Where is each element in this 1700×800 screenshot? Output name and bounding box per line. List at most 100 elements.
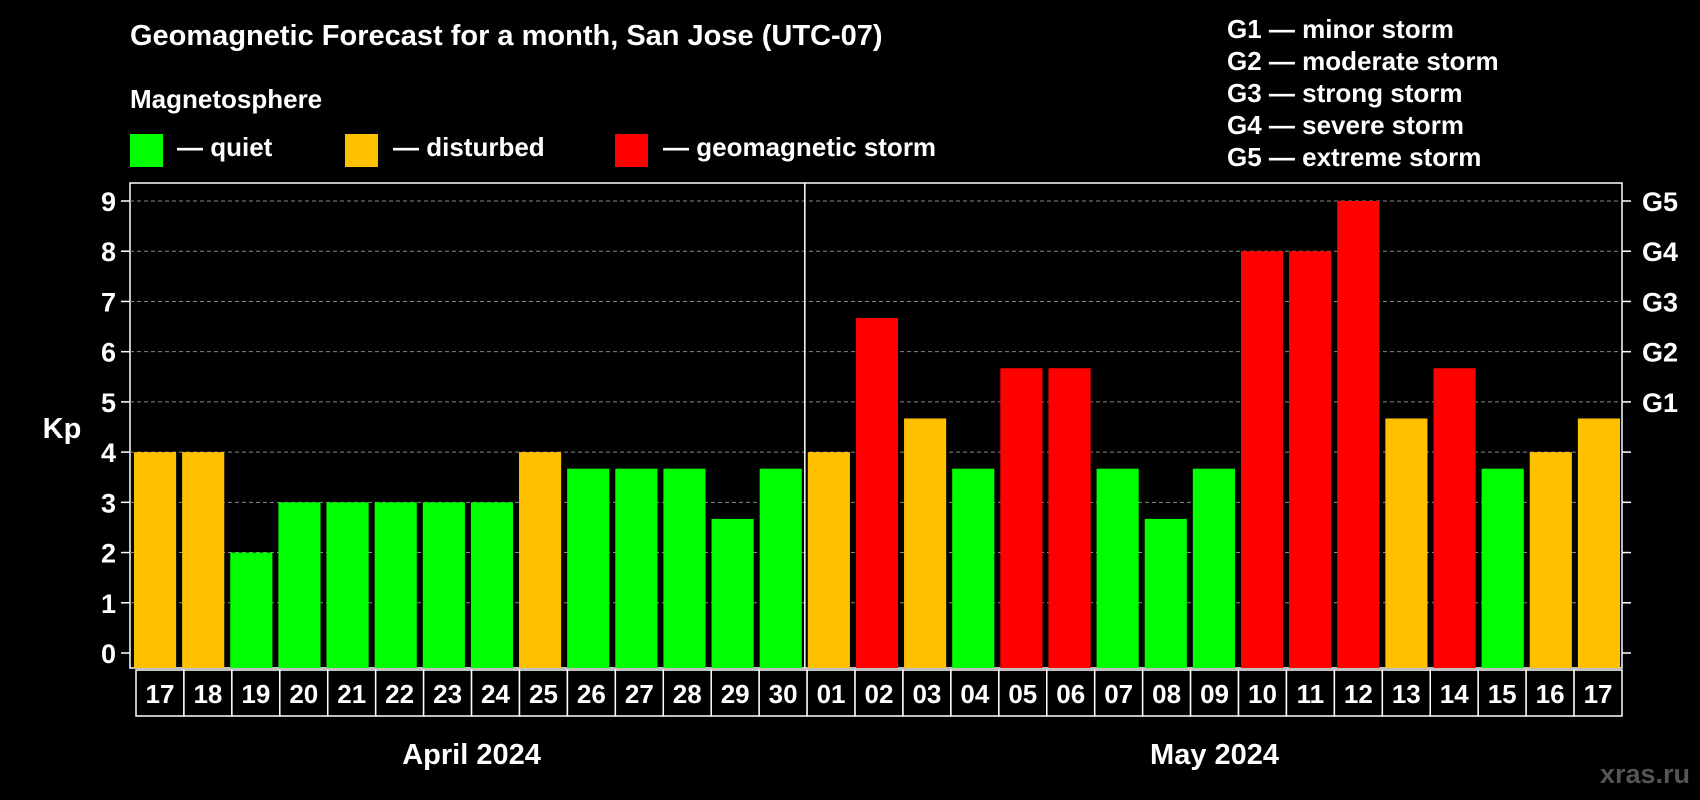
date-label: 24 [481,679,510,709]
date-label: 22 [385,679,414,709]
date-label: 19 [241,679,270,709]
watermark: xras.ru [1599,759,1690,789]
bar-26 [567,468,610,668]
date-label: 28 [673,679,702,709]
bar-23 [422,502,465,668]
legend-label-quiet: — quiet [177,132,273,162]
date-label: 06 [1056,679,1085,709]
date-cell [1237,669,1288,717]
bar-21 [326,502,369,668]
bar-28 [663,468,706,668]
date-cell [614,669,665,717]
bar-17 [134,452,177,668]
date-cell [135,669,185,717]
bar-17 [1577,418,1620,668]
date-cell [1525,669,1575,717]
bar-14 [1433,368,1476,668]
date-cell [422,669,473,717]
date-label: 03 [912,679,941,709]
date-cell [470,669,521,717]
date-label: 08 [1152,679,1181,709]
date-label: 04 [960,679,989,709]
bar-24 [470,502,514,668]
bar-03 [904,418,947,668]
date-label: 23 [433,679,462,709]
date-label: 02 [865,679,894,709]
date-cell [1285,669,1336,717]
date-cell [1381,669,1432,717]
date-cell [183,669,233,717]
date-label: 09 [1200,679,1229,709]
date-cell [1189,669,1240,717]
y-axis-label: Kp [43,413,82,445]
date-cell [854,669,904,717]
date-label: 10 [1248,679,1277,709]
date-cell [902,669,952,717]
y-tick-label: 8 [101,237,116,267]
right-tick-label: G4 [1642,237,1678,267]
legend-label-disturbed: — disturbed [393,132,545,162]
bar-08 [1144,518,1187,668]
date-label: 05 [1008,679,1037,709]
month-label: May 2024 [1150,739,1279,771]
bar-22 [374,502,417,668]
y-tick-label: 6 [101,338,116,368]
bar-11 [1289,251,1332,668]
date-cell [279,669,329,717]
legend-heading: Magnetosphere [130,84,323,114]
date-cell [1573,669,1623,717]
bar-15 [1481,468,1524,668]
bar-25 [519,452,562,668]
bar-16 [1529,452,1572,668]
date-label: 07 [1104,679,1133,709]
storm-scale-g2: G2 — moderate storm [1227,46,1499,76]
y-tick-label: 1 [101,589,116,619]
y-tick-label: 3 [101,488,116,518]
date-cell [950,669,1000,717]
storm-scale-g1: G1 — minor storm [1227,14,1454,44]
date-label: 20 [289,679,318,709]
legend-label-storm: — geomagnetic storm [663,132,937,162]
date-label: 14 [1440,679,1469,709]
date-cell [998,669,1048,717]
date-cell [518,669,569,717]
y-tick-label: 0 [101,639,116,669]
bar-12 [1337,201,1380,668]
y-tick-label: 2 [101,539,116,569]
legend-swatch-disturbed [345,134,378,167]
date-label: 21 [337,679,366,709]
bar-13 [1385,418,1428,668]
bar-02 [855,318,899,668]
bar-01 [807,452,850,668]
date-label: 29 [721,679,750,709]
legend-swatch-quiet [130,134,163,167]
bar-04 [952,468,995,668]
date-label: 12 [1344,679,1373,709]
y-tick-label: 5 [101,388,116,418]
date-label: 30 [769,679,798,709]
bar-05 [1000,368,1043,668]
bar-30 [759,468,802,668]
date-label: 26 [577,679,606,709]
legend-swatch-storm [615,134,648,167]
bar-18 [182,452,225,668]
date-cell [710,669,760,717]
right-tick-label: G5 [1642,187,1678,217]
date-cell [1141,669,1192,717]
right-tick-label: G1 [1642,388,1678,418]
date-cell [326,669,377,717]
date-cell [758,669,808,717]
bar-27 [615,468,658,668]
y-tick-label: 7 [101,287,116,317]
right-tick-label: G3 [1642,287,1678,317]
date-cell [1429,669,1479,717]
date-label: 01 [817,679,846,709]
date-cell [231,669,281,717]
date-cell [374,669,425,717]
date-label: 18 [193,679,222,709]
bar-07 [1096,468,1139,668]
chart-title: Geomagnetic Forecast for a month, San Jo… [130,20,883,52]
storm-scale-g5: G5 — extreme storm [1227,142,1482,172]
date-label: 27 [625,679,654,709]
bar-29 [711,518,754,668]
